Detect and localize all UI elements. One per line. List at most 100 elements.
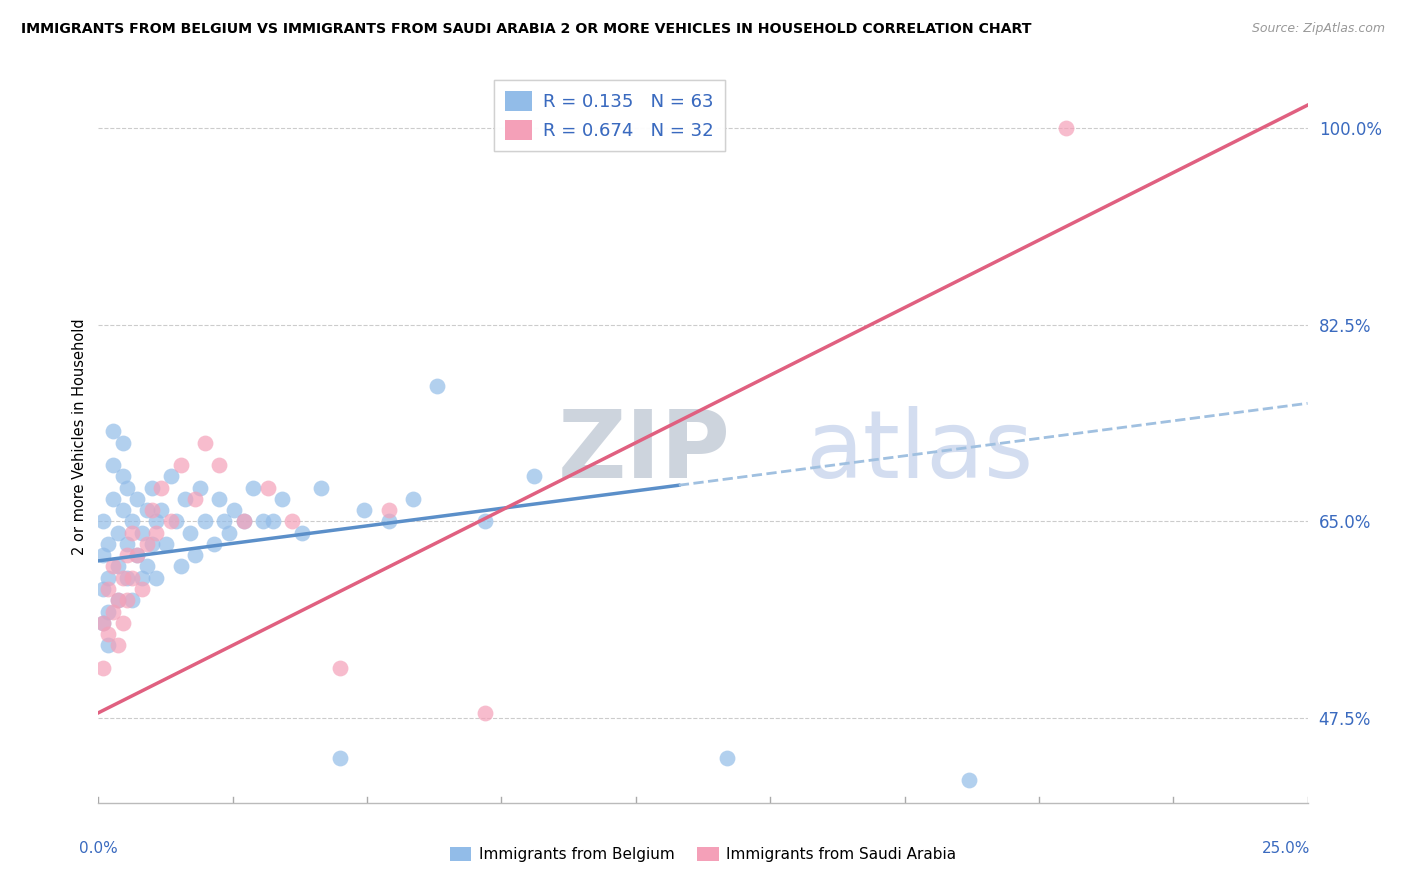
Point — [91, 615, 114, 630]
Point — [155, 537, 177, 551]
Point — [150, 481, 173, 495]
Point — [242, 481, 264, 495]
Point — [121, 525, 143, 540]
Point — [474, 706, 496, 720]
Point — [141, 481, 163, 495]
Point — [107, 525, 129, 540]
Point — [101, 605, 124, 619]
Point — [111, 615, 134, 630]
Point — [309, 481, 332, 495]
Point — [165, 515, 187, 529]
Point — [117, 481, 139, 495]
Point — [97, 638, 120, 652]
Point — [111, 469, 134, 483]
Point — [160, 515, 183, 529]
Point — [169, 559, 191, 574]
Point — [91, 582, 114, 596]
Point — [290, 525, 312, 540]
Point — [218, 525, 240, 540]
Point — [329, 751, 352, 765]
Point — [208, 458, 231, 473]
Point — [91, 661, 114, 675]
Point — [91, 615, 114, 630]
Point — [91, 548, 114, 562]
Point — [127, 491, 149, 506]
Point — [426, 379, 449, 393]
Point — [135, 537, 157, 551]
Point — [232, 515, 254, 529]
Point — [107, 593, 129, 607]
Point — [150, 503, 173, 517]
Point — [145, 515, 167, 529]
Point — [97, 571, 120, 585]
Point — [97, 582, 120, 596]
Point — [329, 661, 352, 675]
Point — [145, 571, 167, 585]
Point — [135, 559, 157, 574]
Point — [127, 548, 149, 562]
Point — [135, 503, 157, 517]
Point — [121, 571, 143, 585]
Point — [184, 548, 207, 562]
Point — [377, 515, 399, 529]
Point — [160, 469, 183, 483]
Point — [117, 537, 139, 551]
Point — [184, 491, 207, 506]
Point — [474, 515, 496, 529]
Point — [107, 559, 129, 574]
Point — [111, 503, 134, 517]
Point — [101, 425, 124, 439]
Point — [716, 751, 738, 765]
Point — [91, 515, 114, 529]
Point — [117, 593, 139, 607]
Point — [377, 503, 399, 517]
Point — [169, 458, 191, 473]
Point — [402, 491, 425, 506]
Point — [131, 582, 153, 596]
Point — [353, 503, 375, 517]
Point — [281, 515, 304, 529]
Point — [121, 515, 143, 529]
Point — [97, 537, 120, 551]
Point — [111, 571, 134, 585]
Text: Source: ZipAtlas.com: Source: ZipAtlas.com — [1251, 22, 1385, 36]
Point — [111, 435, 134, 450]
Point — [174, 491, 197, 506]
Point — [107, 593, 129, 607]
Point — [145, 525, 167, 540]
Point — [101, 559, 124, 574]
Text: IMMIGRANTS FROM BELGIUM VS IMMIGRANTS FROM SAUDI ARABIA 2 OR MORE VEHICLES IN HO: IMMIGRANTS FROM BELGIUM VS IMMIGRANTS FR… — [21, 22, 1032, 37]
Point — [194, 435, 217, 450]
Point — [271, 491, 294, 506]
Text: 25.0%: 25.0% — [1263, 841, 1310, 856]
Legend: R = 0.135   N = 63, R = 0.674   N = 32: R = 0.135 N = 63, R = 0.674 N = 32 — [495, 80, 724, 151]
Text: ZIP: ZIP — [558, 406, 731, 498]
Point — [262, 515, 284, 529]
Text: atlas: atlas — [806, 406, 1033, 498]
Point — [179, 525, 201, 540]
Point — [101, 458, 124, 473]
Point — [957, 773, 980, 788]
Point — [212, 515, 235, 529]
Point — [256, 481, 278, 495]
Point — [523, 469, 546, 483]
Point — [121, 593, 143, 607]
Point — [141, 503, 163, 517]
Point — [107, 638, 129, 652]
Point — [208, 491, 231, 506]
Point — [127, 548, 149, 562]
Y-axis label: 2 or more Vehicles in Household: 2 or more Vehicles in Household — [72, 318, 87, 556]
Point — [1054, 120, 1077, 135]
Point — [204, 537, 226, 551]
Point — [97, 605, 120, 619]
Point — [252, 515, 274, 529]
Point — [97, 627, 120, 641]
Point — [141, 537, 163, 551]
Point — [131, 525, 153, 540]
Point — [101, 491, 124, 506]
Point — [222, 503, 245, 517]
Point — [131, 571, 153, 585]
Point — [117, 571, 139, 585]
Point — [117, 548, 139, 562]
Point — [188, 481, 211, 495]
